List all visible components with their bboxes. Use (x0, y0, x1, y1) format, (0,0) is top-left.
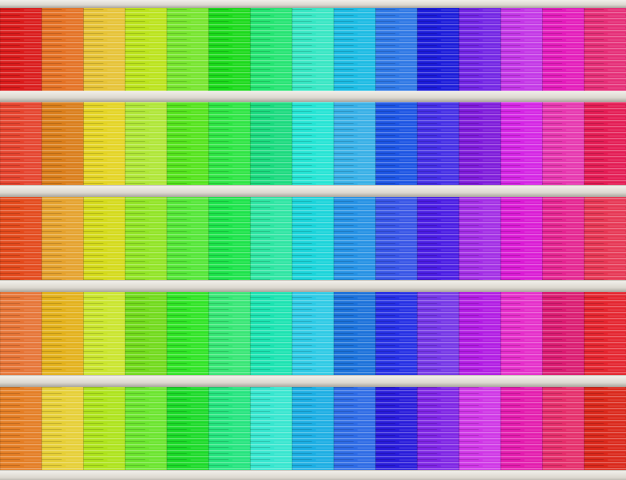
panel-stripes (166, 8, 210, 91)
panel-stripes (542, 387, 585, 470)
panel-stripes (125, 292, 168, 375)
panel-stripes (417, 292, 460, 375)
panel-stripes (375, 197, 418, 280)
panel-stripes (41, 8, 84, 91)
panel-stripes (459, 292, 502, 375)
panel-stripes (41, 102, 84, 185)
panel-stripes (333, 197, 377, 280)
panel-stripes (166, 292, 210, 375)
panel-stripes (292, 197, 335, 280)
panel-stripes (500, 292, 543, 375)
panel-stripes (208, 197, 251, 280)
panel-stripes (542, 292, 585, 375)
floor-band (0, 281, 626, 292)
panel-stripes (584, 102, 626, 185)
panel-stripes (375, 292, 418, 375)
panel-stripes (250, 102, 293, 185)
panel-stripes (250, 292, 293, 375)
panel-stripes (41, 387, 84, 470)
panel-stripes (333, 292, 377, 375)
panel-stripes (584, 8, 626, 91)
floor-band (0, 91, 626, 102)
floor-band (0, 376, 626, 387)
panel-stripes (83, 8, 126, 91)
panel-stripes (166, 197, 210, 280)
panel-stripes (83, 387, 126, 470)
panel-stripes (250, 387, 293, 470)
panel-stripes (125, 197, 168, 280)
panel-stripes (333, 8, 377, 91)
panel-stripes (417, 387, 460, 470)
panel-stripes (417, 8, 460, 91)
panel-stripes (292, 102, 335, 185)
panel-stripes (417, 197, 460, 280)
panel-stripes (459, 8, 502, 91)
panel-stripes (292, 8, 335, 91)
panel-stripes (459, 197, 502, 280)
panel-stripes (417, 102, 460, 185)
panel-stripes (459, 387, 502, 470)
panel-stripes (542, 197, 585, 280)
panel-stripes (584, 292, 626, 375)
panel-stripes (83, 197, 126, 280)
panel-stripes (208, 8, 251, 91)
panel-stripes (41, 197, 84, 280)
panel-stripes (333, 387, 377, 470)
panel-stripes (375, 387, 418, 470)
panel-stripes (208, 292, 251, 375)
panel-stripes (333, 102, 377, 185)
panel-stripes (292, 292, 335, 375)
panel-stripes (542, 8, 585, 91)
panel-stripes (250, 197, 293, 280)
panel-stripes (0, 387, 43, 470)
panel-stripes (166, 102, 210, 185)
panel-stripes (500, 8, 543, 91)
floor-band (0, 471, 626, 480)
panel-stripes (166, 387, 210, 470)
panel-stripes (375, 102, 418, 185)
panel-stripes (542, 102, 585, 185)
panel-stripes (500, 102, 543, 185)
panel-stripes (459, 102, 502, 185)
panel-stripes (375, 8, 418, 91)
panel-stripes (83, 102, 126, 185)
panel-stripes (292, 387, 335, 470)
panel-stripes (0, 8, 43, 91)
panel-stripes (83, 292, 126, 375)
panel-stripes (125, 387, 168, 470)
panel-stripes (0, 102, 43, 185)
panel-stripes (125, 102, 168, 185)
panel-stripes (584, 387, 626, 470)
panel-stripes (41, 292, 84, 375)
floor-band (0, 186, 626, 197)
panel-stripes (500, 197, 543, 280)
panel-stripes (250, 8, 293, 91)
panel-stripes (500, 387, 543, 470)
panel-stripes (584, 197, 626, 280)
panel-stripes (208, 102, 251, 185)
panel-stripes (0, 197, 43, 280)
floor-band (0, 0, 626, 8)
panel-stripes (208, 387, 251, 470)
panel-stripes (0, 292, 43, 375)
panel-stripes (125, 8, 168, 91)
